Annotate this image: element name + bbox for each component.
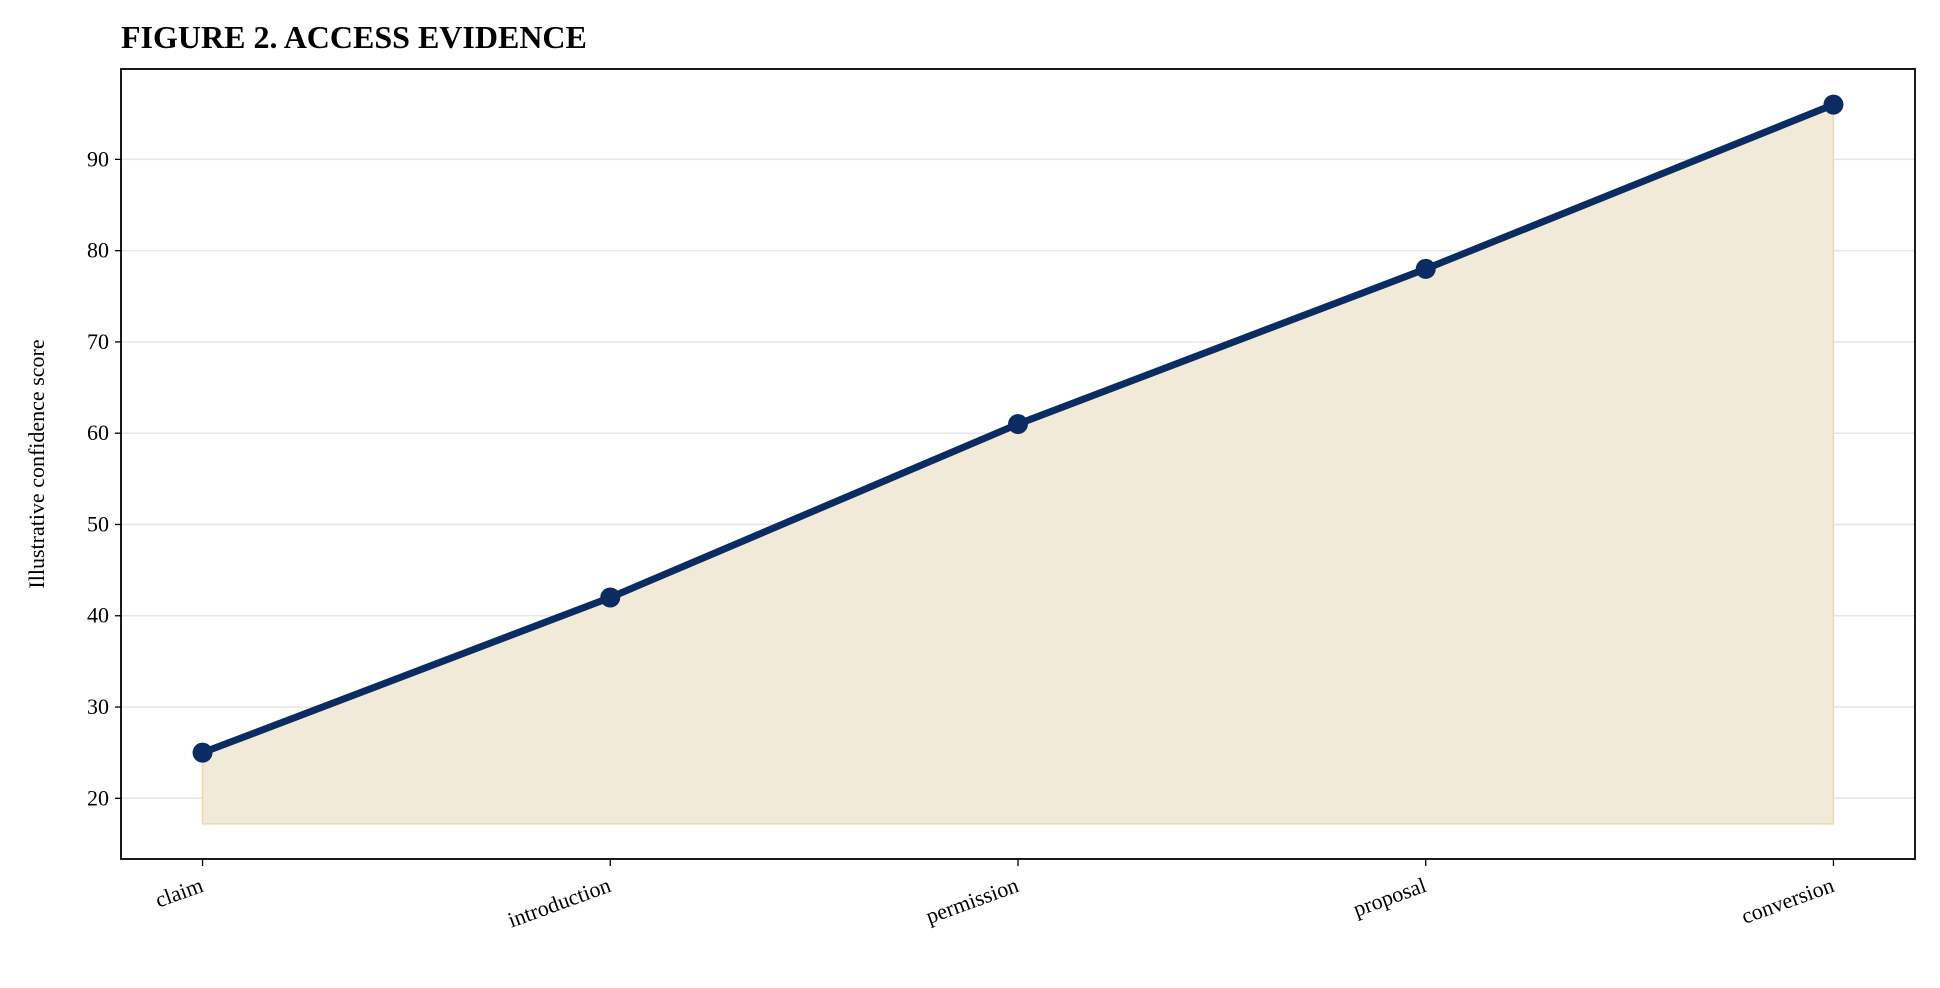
x-tick-label: permission: [922, 872, 1021, 929]
y-tick-label: 50: [87, 511, 109, 536]
x-tick-label: claim: [152, 872, 206, 912]
x-tick-label: introduction: [504, 872, 614, 932]
point: [1823, 94, 1844, 115]
point: [600, 587, 621, 608]
y-axis-label: Illustrative confidence score: [24, 339, 49, 588]
point: [1415, 258, 1436, 279]
y-tick-label: 30: [87, 694, 109, 719]
y-tick-label: 90: [87, 146, 109, 171]
y-tick-label: 80: [87, 238, 109, 263]
y-tick-label: 70: [87, 329, 109, 354]
x-tick-label: conversion: [1738, 872, 1837, 929]
y-tick-label: 40: [87, 603, 109, 628]
point: [192, 742, 213, 763]
x-tick-label: proposal: [1350, 872, 1430, 921]
y-tick-label: 20: [87, 785, 109, 810]
chart-title: FIGURE 2. ACCESS EVIDENCE: [121, 19, 587, 55]
y-tick-label: 60: [87, 420, 109, 445]
plot-frame: [120, 68, 1916, 860]
area: [201, 103, 1835, 825]
point: [1008, 414, 1028, 435]
